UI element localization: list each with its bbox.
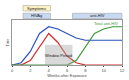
svg-text:HIVAg: HIVAg: [31, 13, 42, 18]
svg-text:Total anti-HIV: Total anti-HIV: [94, 21, 118, 26]
svg-text:Weeks after Exposure: Weeks after Exposure: [47, 73, 87, 78]
svg-text:8: 8: [84, 68, 87, 73]
svg-text:Titer: Titer: [5, 38, 10, 47]
svg-text:0: 0: [11, 68, 14, 73]
svg-text:6: 6: [66, 68, 69, 73]
svg-text:12: 12: [120, 68, 125, 73]
svg-text:4: 4: [48, 68, 51, 73]
svg-text:Window Period: Window Period: [45, 53, 72, 58]
svg-text:Symptoms: Symptoms: [27, 6, 46, 11]
svg-text:2: 2: [29, 68, 32, 73]
svg-text:10: 10: [101, 68, 106, 73]
svg-text:anti-HIV: anti-HIV: [90, 13, 105, 18]
